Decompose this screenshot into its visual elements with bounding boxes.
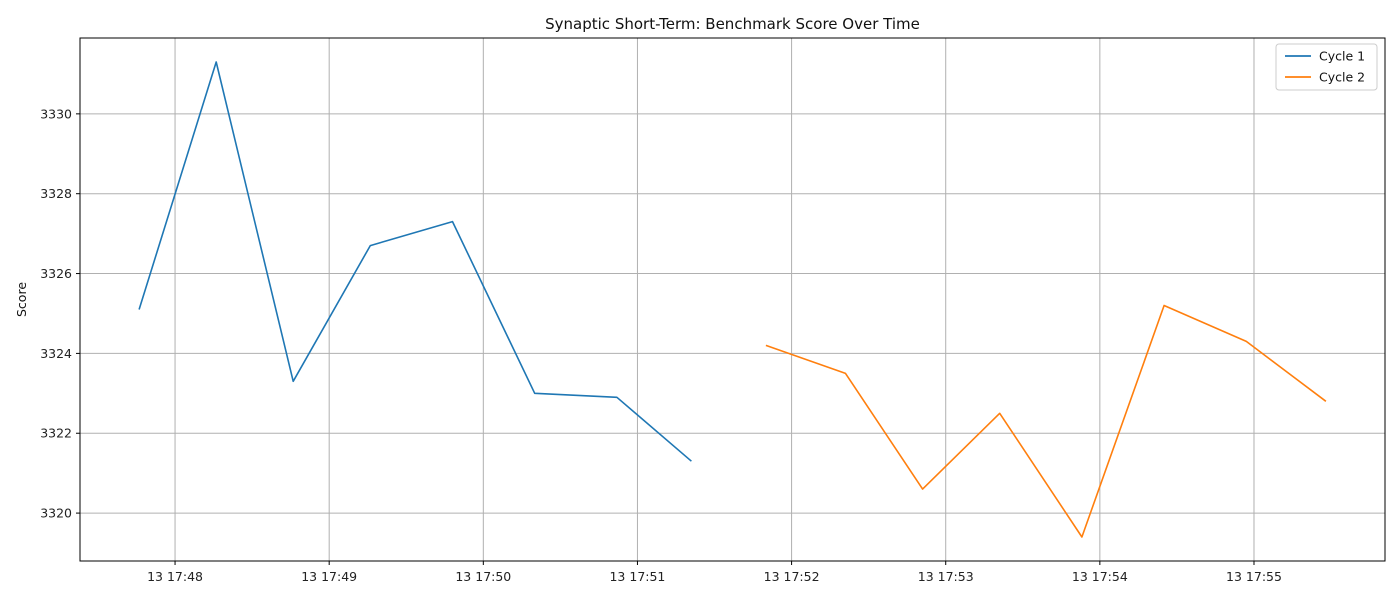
series-layer: [138, 61, 1327, 538]
x-tick-label: 13 17:51: [609, 569, 665, 584]
legend-label: Cycle 1: [1319, 49, 1365, 64]
legend-label: Cycle 2: [1319, 70, 1365, 85]
y-axis: 3320 3322 3324 3326 3328 3330: [40, 106, 80, 521]
series-line-1: [138, 61, 692, 462]
y-tick-label: 3328: [40, 186, 72, 201]
x-tick-label: 13 17:50: [455, 569, 511, 584]
legend: Cycle 1 Cycle 2: [1275, 43, 1378, 91]
x-tick-label: 13 17:48: [147, 569, 203, 584]
y-tick-label: 3322: [40, 426, 72, 441]
x-tick-label: 13 17:49: [301, 569, 357, 584]
y-axis-label: Score: [14, 282, 29, 317]
chart-title: Synaptic Short-Term: Benchmark Score Ove…: [545, 15, 920, 33]
x-tick-label: 13 17:52: [764, 569, 820, 584]
y-tick-label: 3330: [40, 106, 72, 121]
x-tick-label: 13 17:54: [1072, 569, 1128, 584]
x-axis: 13 17:48 13 17:49 13 17:50 13 17:51 13 17:52…: [147, 561, 1282, 584]
x-tick-label: 13 17:55: [1226, 569, 1282, 584]
grid-layer: [80, 38, 1385, 561]
y-tick-label: 3326: [40, 266, 72, 281]
series-line-2: [765, 304, 1327, 538]
plot-frame: [79, 37, 1386, 562]
y-tick-label: 3320: [40, 506, 72, 521]
x-tick-label: 13 17:53: [918, 569, 974, 584]
y-tick-label: 3324: [40, 346, 72, 361]
